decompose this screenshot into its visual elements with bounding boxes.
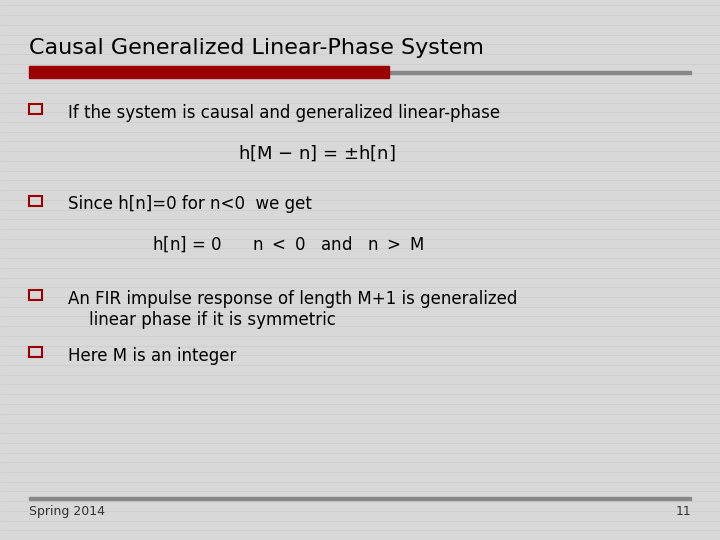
Text: h[n] = 0      n $<$ 0   and   n $>$ M: h[n] = 0 n $<$ 0 and n $>$ M [152, 235, 424, 254]
Text: An FIR impulse response of length M+1 is generalized
    linear phase if it is s: An FIR impulse response of length M+1 is… [68, 290, 518, 329]
Text: Here M is an integer: Here M is an integer [68, 347, 237, 364]
Text: Causal Generalized Linear-Phase System: Causal Generalized Linear-Phase System [29, 38, 484, 58]
Bar [29, 66, 389, 78]
Bar [29, 195, 42, 206]
Bar [29, 290, 42, 300]
Text: h[M $-$ n] = $\pm$h[n]: h[M $-$ n] = $\pm$h[n] [238, 143, 396, 163]
Text: Spring 2014: Spring 2014 [29, 505, 105, 518]
Text: If the system is causal and generalized linear-phase: If the system is causal and generalized … [68, 104, 500, 122]
Bar [29, 347, 42, 357]
Text: Since h[n]=0 for n<0  we get: Since h[n]=0 for n<0 we get [68, 195, 312, 213]
Bar [29, 497, 691, 500]
Bar [389, 71, 691, 74]
Bar [29, 104, 42, 114]
Text: 11: 11 [675, 505, 691, 518]
